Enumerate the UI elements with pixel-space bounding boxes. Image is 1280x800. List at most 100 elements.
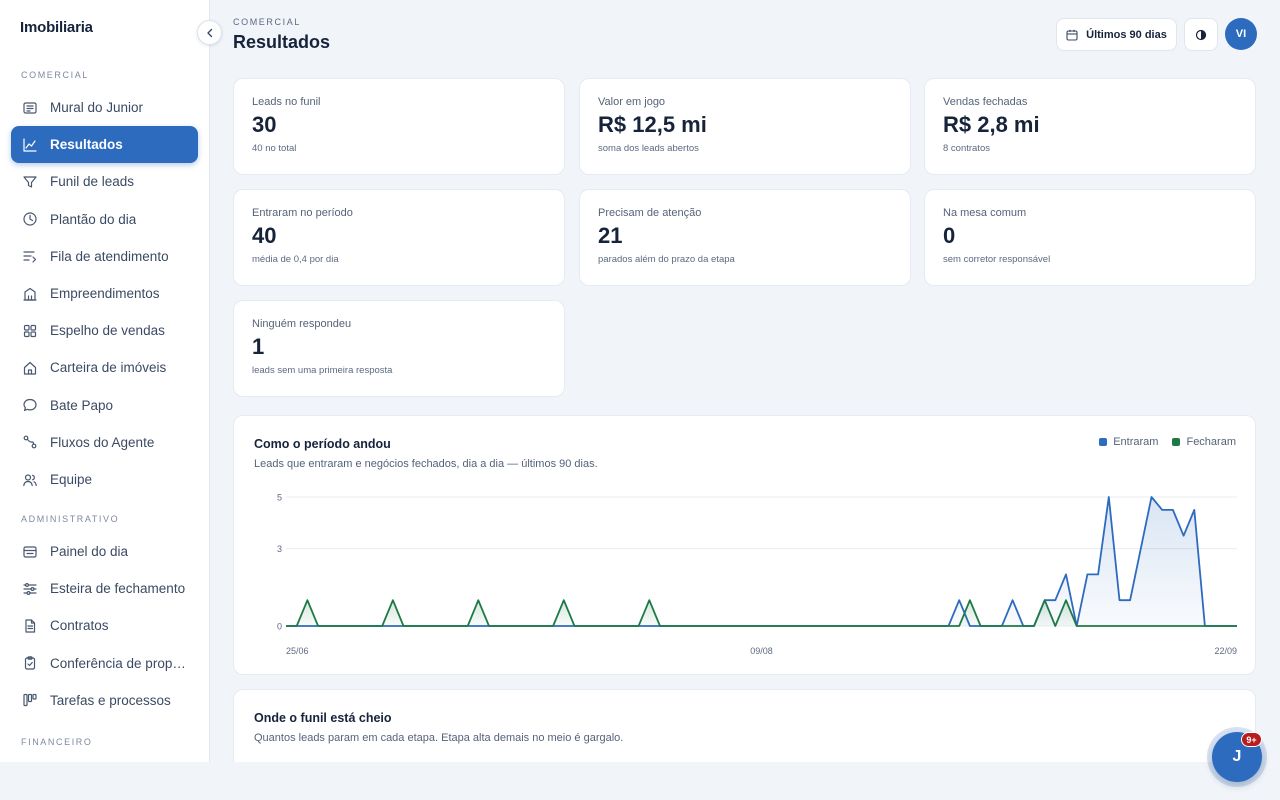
page-eyebrow: COMERCIAL — [233, 17, 301, 27]
brand-name: Imobiliaria — [20, 19, 93, 36]
funnel-subtitle: Quantos leads param em cada etapa. Etapa… — [254, 732, 624, 744]
kpi-label: Vendas fechadas — [943, 96, 1028, 108]
sidebar-item-contratos[interactable]: Contratos — [11, 607, 198, 644]
activity-chart: 0 3 5 25/06 09/08 22/09 — [277, 493, 1237, 656]
sidebar-item-mural-do-junior[interactable]: Mural do Junior — [11, 89, 198, 126]
sliders-icon — [22, 581, 38, 597]
sidebar-item-label: Fluxos do Agente — [50, 434, 155, 450]
sidebar-item-label: Equipe — [50, 472, 93, 487]
sidebar-item-funil-de-leads[interactable]: Funil de leads — [11, 163, 198, 200]
activity-chart-card: Como o período andou Leads que entraram … — [233, 415, 1256, 675]
sidebar-item-painel-do-dia[interactable]: Painel do dia — [11, 533, 198, 570]
series-line-fecharam — [286, 599, 1237, 627]
section-label-0: COMERCIAL — [21, 70, 89, 80]
kpi-card: Vendas fechadas R$ 2,8 mi 8 contratos — [924, 78, 1256, 175]
users-icon — [23, 473, 37, 486]
clock-icon — [23, 212, 37, 226]
kanban-icon — [22, 692, 38, 708]
line-chart-icon — [22, 137, 38, 153]
users-icon — [22, 472, 38, 488]
kpi-subtext: 40 no total — [252, 143, 297, 154]
chat-bubble-icon — [22, 397, 38, 413]
clipboard-check-icon — [22, 655, 38, 671]
sidebar-item-label: Funil de leads — [50, 174, 135, 190]
sidebar-item-equipe[interactable]: Equipe — [11, 461, 198, 498]
kpi-subtext: parados além do prazo da etapa — [598, 254, 735, 265]
sidebar-item-resultados[interactable]: Resultados — [11, 126, 198, 164]
chart-subtitle: Leads que entraram e negócios fechados, … — [254, 458, 598, 470]
period-filter-button[interactable]: Últimos 90 dias — [1056, 18, 1177, 51]
contrast-icon — [1195, 29, 1207, 40]
kanban-icon — [23, 694, 37, 707]
sidebar-item-carteira-de-im-veis[interactable]: Carteira de imóveis — [11, 349, 198, 386]
kpi-subtext: 8 contratos — [943, 143, 990, 154]
sidebar-item-tarefas-e-processos[interactable]: Tarefas e processos — [11, 682, 198, 719]
sidebar-item-confer-ncia-de-prop[interactable]: Conferência de prop… — [11, 645, 198, 682]
grid-icon — [22, 323, 38, 339]
sidebar-item-label: Carteira de imóveis — [50, 360, 167, 376]
kpi-value: 30 — [252, 112, 277, 137]
kpi-value: 1 — [252, 334, 265, 359]
x-tick-label: 25/06 — [286, 646, 309, 656]
sidebar-item-label: Esteira de fechamento — [50, 581, 186, 597]
series-area-entraram — [286, 497, 1237, 626]
sidebar-item-label: Contratos — [50, 618, 109, 634]
funnel-title: Onde o funil está cheio — [254, 711, 392, 725]
kpi-label: Ninguém respondeu — [252, 318, 352, 330]
document-icon — [22, 618, 38, 634]
collapse-sidebar-button[interactable] — [197, 20, 222, 45]
sidebar-item-empreendimentos[interactable]: Empreendimentos — [11, 275, 198, 312]
sidebar-item-label: Mural do Junior — [50, 100, 144, 115]
calendar-icon — [1066, 29, 1078, 41]
kpi-value: 40 — [252, 223, 277, 248]
sidebar-item-label: Tarefas e processos — [50, 692, 171, 708]
kpi-value: 21 — [598, 223, 623, 248]
theme-toggle-button[interactable] — [1184, 18, 1218, 51]
clipboard-check-icon — [24, 656, 36, 670]
sidebar-item-label: Plantão do dia — [50, 211, 137, 227]
x-tick-label: 22/09 — [1214, 646, 1237, 656]
chat-notification-badge: 9+ — [1241, 732, 1262, 747]
sidebar-item-fluxos-do-agente[interactable]: Fluxos do Agente — [11, 424, 198, 461]
x-tick-label: 09/08 — [750, 646, 773, 656]
grid-icon — [23, 324, 37, 337]
sidebar-item-espelho-de-vendas[interactable]: Espelho de vendas — [11, 312, 198, 349]
newspaper-icon — [22, 100, 38, 116]
kpi-card: Ninguém respondeu 1 leads sem uma primeira… — [233, 300, 565, 397]
kpi-value: 0 — [943, 223, 956, 248]
workflow-icon — [23, 435, 37, 449]
chevron-left-icon — [206, 28, 212, 37]
sidebar-item-esteira-de-fechamento[interactable]: Esteira de fechamento — [11, 570, 198, 607]
period-filter-label: Últimos 90 dias — [1086, 28, 1167, 41]
kpi-label: Entraram no período — [252, 207, 353, 219]
sidebar-item-bate-papo[interactable]: Bate Papo — [11, 387, 198, 424]
sidebar-item-plant-o-do-dia[interactable]: Plantão do dia — [11, 201, 198, 238]
legend-swatch-fecharam — [1172, 438, 1181, 446]
kpi-card: Valor em jogo R$ 12,5 mi soma dos leads ab… — [579, 78, 911, 175]
kpi-label: Leads no funil — [252, 96, 321, 108]
building-icon — [22, 286, 38, 302]
sidebar-item-fila-de-atendimento[interactable]: Fila de atendimento — [11, 238, 198, 275]
newspaper-icon — [23, 101, 37, 114]
legend-item-fecharam: Fecharam — [1172, 436, 1236, 448]
home-icon — [23, 361, 37, 375]
building-icon — [23, 287, 37, 301]
kpi-value: R$ 2,8 mi — [943, 112, 1040, 137]
queue-icon — [23, 251, 37, 263]
y-tick-label: 3 — [277, 544, 282, 554]
user-avatar[interactable]: VI — [1225, 18, 1257, 50]
y-tick-label: 5 — [277, 493, 282, 503]
chat-bubble-icon — [23, 398, 37, 412]
legend-item-entraram: Entraram — [1099, 436, 1158, 448]
sidebar-item-label: Conferência de prop… — [50, 655, 186, 671]
sidebar-item-label: Empreendimentos — [50, 286, 160, 301]
funnel-icon — [22, 174, 38, 190]
series-area-fecharam — [286, 600, 1237, 626]
kpi-label: Na mesa comum — [943, 207, 1027, 219]
section-label-1: ADMINISTRATIVO — [21, 514, 120, 524]
sidebar-item-label: Espelho de vendas — [50, 323, 165, 339]
panel-icon — [22, 544, 38, 560]
kpi-card: Entraram no período 40 média de 0,4 por di… — [233, 189, 565, 286]
home-icon — [22, 360, 38, 376]
y-tick-label: 0 — [277, 622, 282, 632]
